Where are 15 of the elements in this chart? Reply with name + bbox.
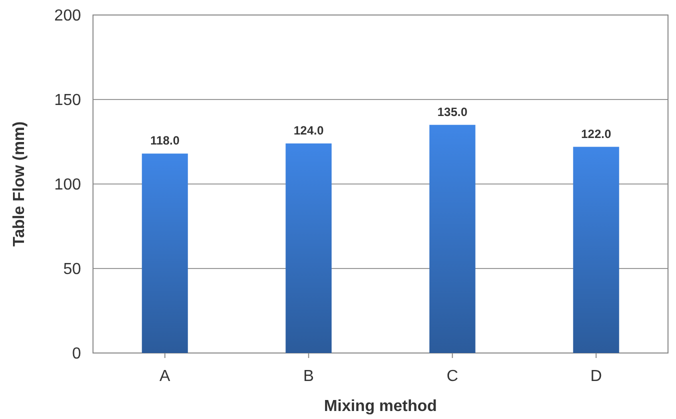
data-label: 135.0 [437, 104, 468, 119]
y-tick-label: 0 [72, 346, 82, 363]
x-tick-label: C [446, 368, 458, 385]
y-tick-label: 150 [54, 92, 82, 110]
y-tick-label: 200 [54, 8, 82, 25]
x-tick-label: B [303, 368, 314, 385]
data-label: 122.0 [581, 126, 612, 141]
y-tick-label: 50 [63, 261, 82, 278]
data-label: 124.0 [294, 123, 324, 138]
y-tick-label: 100 [54, 176, 82, 194]
x-tick-label: D [590, 368, 602, 385]
x-tick-label: A [160, 368, 171, 385]
y-axis-title: Table Flow (mm) [11, 121, 28, 247]
x-axis-title: Mixing method [324, 398, 437, 415]
data-label: 118.0 [150, 134, 180, 148]
